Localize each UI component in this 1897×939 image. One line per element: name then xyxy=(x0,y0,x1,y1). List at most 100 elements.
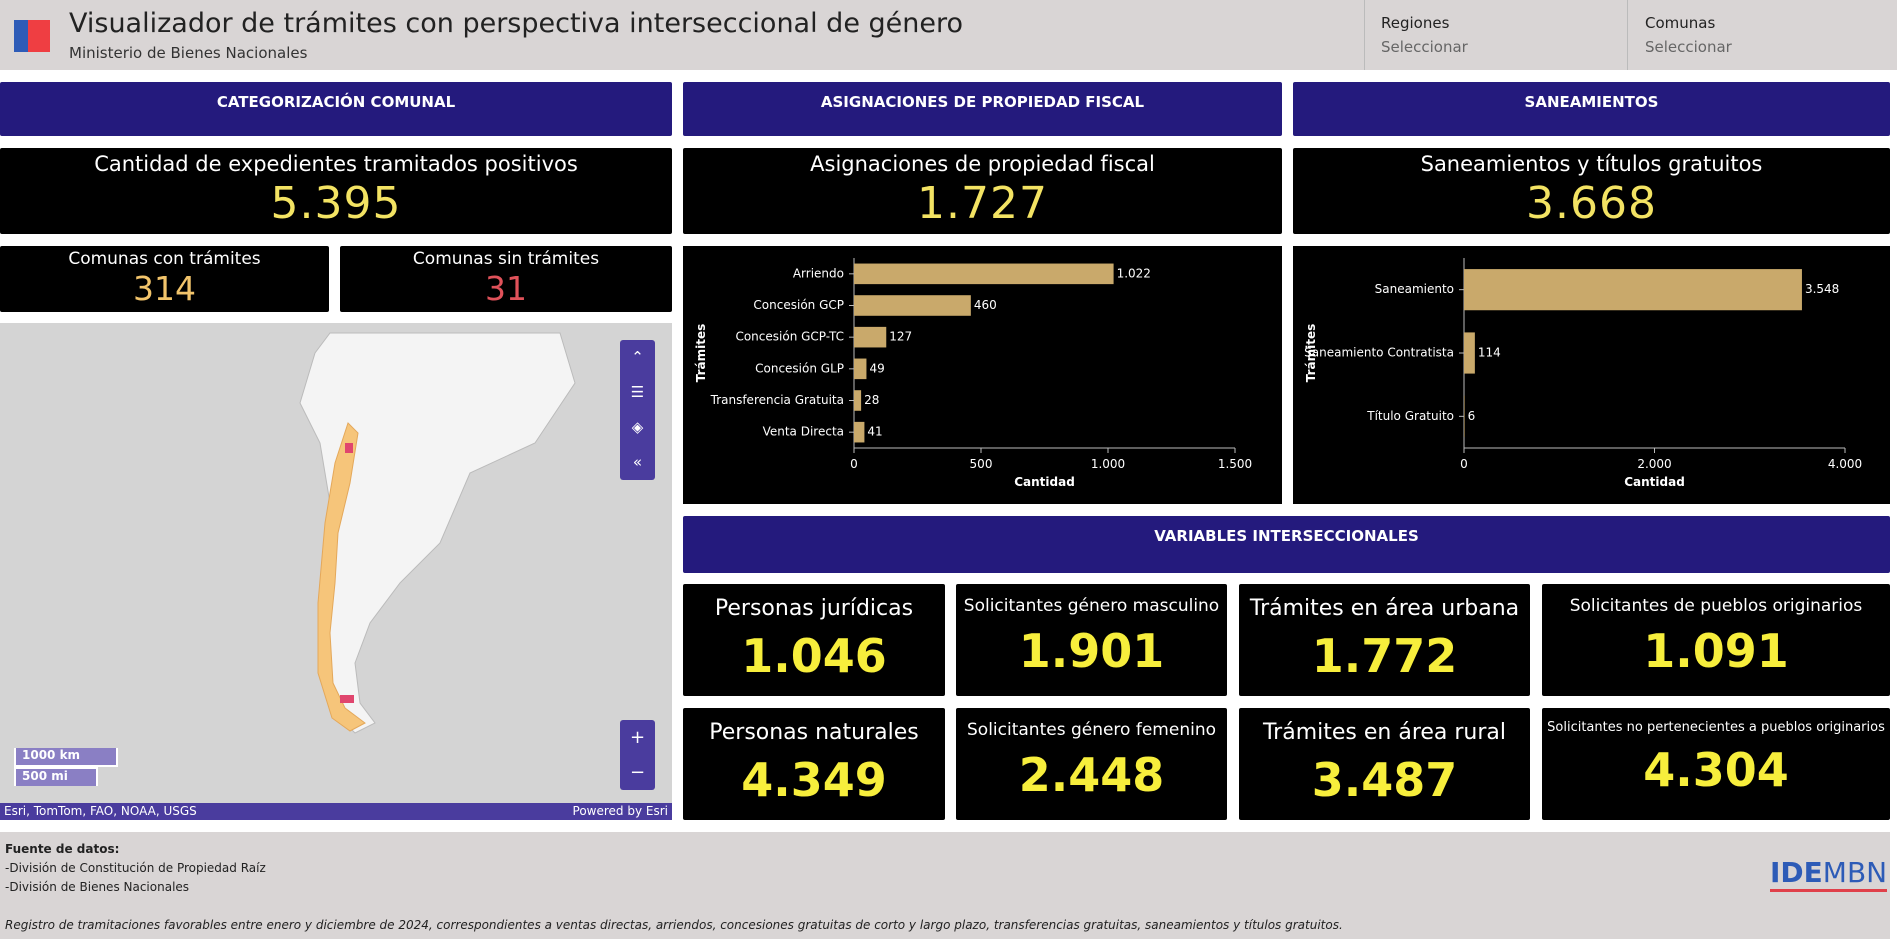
tile: Trámites en área urbana 1.772 xyxy=(1239,584,1530,696)
kpi-value: 1.727 xyxy=(917,178,1048,229)
x-tick-label: 1.500 xyxy=(1218,457,1252,471)
value-label: 41 xyxy=(867,425,882,439)
y-tick-label: Saneamiento xyxy=(1375,282,1454,296)
bar xyxy=(854,421,865,443)
tile-value: 4.304 xyxy=(1643,743,1789,797)
bar xyxy=(854,263,1114,285)
y-tick-label: Concesión GCP-TC xyxy=(735,330,844,344)
tile-label: Solicitantes género femenino xyxy=(967,720,1216,740)
kpi: Asignaciones de propiedad fiscal 1.727 xyxy=(683,148,1282,234)
divider xyxy=(1627,0,1628,70)
kpi-value: 314 xyxy=(133,269,196,308)
kpi-label: Cantidad de expedientes tramitados posit… xyxy=(94,152,578,176)
section-header: ASIGNACIONES DE PROPIEDAD FISCAL xyxy=(683,82,1282,136)
value-label: 3.548 xyxy=(1805,282,1839,296)
tile-label: Solicitantes género masculino xyxy=(963,596,1220,616)
bar xyxy=(854,295,971,316)
logo-part: IDE xyxy=(1770,856,1823,889)
powered-by: Powered by Esri xyxy=(572,804,668,818)
tile: Trámites en área rural 3.487 xyxy=(1239,708,1530,820)
region xyxy=(340,695,354,703)
kpi-label: Saneamientos y títulos gratuitos xyxy=(1420,152,1763,176)
footer-heading: Fuente de datos: xyxy=(5,842,120,856)
footer-source: -División de Bienes Nacionales xyxy=(5,880,190,894)
x-axis-label: Cantidad xyxy=(1624,475,1685,489)
land xyxy=(299,332,576,734)
filter-select[interactable]: Seleccionar xyxy=(1645,38,1732,56)
map[interactable]: ⌃ ☰ ◈ « + − 1000 km 500 mi Esri, TomTom, FAO… xyxy=(0,323,672,820)
kpi: Cantidad de expedientes tramitados posit… xyxy=(0,148,672,234)
logo-part: MBN xyxy=(1822,856,1888,889)
bar xyxy=(1464,332,1475,374)
tile: Personas naturales 4.349 xyxy=(683,708,945,820)
tile: Personas jurídicas 1.046 xyxy=(683,584,945,696)
tile-value: 1.046 xyxy=(741,629,887,683)
x-tick-label: 1.000 xyxy=(1091,457,1125,471)
footer-source: -División de Constitución de Propiedad R… xyxy=(5,861,266,875)
flag xyxy=(14,20,50,52)
value-label: 114 xyxy=(1478,346,1501,360)
y-tick-label: Título Gratuito xyxy=(1366,409,1454,423)
y-tick-label: Concesión GCP xyxy=(753,298,844,312)
value-label: 28 xyxy=(864,393,879,407)
bar xyxy=(1464,269,1802,311)
tile-value: 1.091 xyxy=(1643,624,1789,678)
header: Visualizador de trámites con perspectiva… xyxy=(0,0,1897,70)
chile xyxy=(317,422,366,732)
tile-label: Trámites en área urbana xyxy=(1249,596,1520,621)
map-canvas xyxy=(299,332,576,734)
tile-label: Solicitantes de pueblos originarios xyxy=(1569,596,1863,616)
tile-value: 1.772 xyxy=(1311,629,1458,683)
kpi-label: Comunas con trámites xyxy=(68,249,261,269)
section-header: VARIABLES INTERSECCIONALES xyxy=(683,516,1890,573)
zoom-controls[interactable]: + − xyxy=(620,720,655,790)
value-label: 49 xyxy=(869,361,884,375)
attribution-text: Esri, TomTom, FAO, NOAA, USGS xyxy=(4,804,197,818)
tile-label: Solicitantes no pertenecientes a pueblos… xyxy=(1547,720,1885,735)
tile: Solicitantes de pueblos originarios 1.091 xyxy=(1542,584,1890,696)
x-tick-label: 0 xyxy=(1460,457,1468,471)
y-tick-label: Venta Directa xyxy=(763,425,844,439)
kpi-label: Asignaciones de propiedad fiscal xyxy=(810,152,1155,176)
attribution: Esri, TomTom, FAO, NOAA, USGS Powered by … xyxy=(0,803,672,820)
tile-value: 3.487 xyxy=(1311,753,1458,807)
tile-value: 2.448 xyxy=(1018,748,1165,802)
bar xyxy=(854,390,862,411)
y-tick-label: Transferencia Gratuita xyxy=(710,393,844,407)
kpi-small: Comunas sin trámites 31 xyxy=(340,246,672,312)
scale-bar: 1000 km xyxy=(14,748,118,767)
y-tick-label: Saneamiento Contratista xyxy=(1304,346,1454,360)
kpi-value: 5.395 xyxy=(270,178,402,229)
value-label: 460 xyxy=(974,298,997,312)
value-label: 127 xyxy=(889,330,912,344)
scale-bar: 500 mi xyxy=(14,767,98,786)
tile: Solicitantes género femenino 2.448 xyxy=(956,708,1227,820)
x-tick-label: 0 xyxy=(850,457,858,471)
y-tick-label: Arriendo xyxy=(793,266,844,280)
filter-label: Regiones xyxy=(1381,14,1450,32)
kpi-value: 3.668 xyxy=(1526,178,1657,229)
tile-label: Trámites en área rural xyxy=(1262,720,1507,745)
tile-value: 4.349 xyxy=(741,753,887,807)
title: Visualizador de trámites con perspectiva… xyxy=(69,8,964,39)
kpi: Saneamientos y títulos gratuitos 3.668 xyxy=(1293,148,1890,234)
chart: 0 500 1.000 1.500 Arriendo 1.022 Concesión GCP… xyxy=(683,246,1282,504)
tile-label: Personas naturales xyxy=(709,720,919,745)
x-tick-label: 4.000 xyxy=(1828,457,1862,471)
tile: Solicitantes no pertenecientes a pueblos… xyxy=(1542,708,1890,820)
map-toolbar[interactable]: ⌃ ☰ ◈ « xyxy=(620,340,655,480)
x-tick-label: 2.000 xyxy=(1637,457,1671,471)
region xyxy=(345,443,353,453)
tile-value: 1.901 xyxy=(1018,624,1165,678)
x-axis-label: Cantidad xyxy=(1014,475,1075,489)
divider xyxy=(1364,0,1365,70)
logo: IDEMBN xyxy=(1770,856,1888,892)
kpi-label: Comunas sin trámites xyxy=(412,249,600,269)
x-tick-label: 500 xyxy=(970,457,993,471)
filter-select[interactable]: Seleccionar xyxy=(1381,38,1468,56)
y-axis-label: Trámites xyxy=(1304,324,1318,383)
chart: 0 2.000 4.000 Saneamiento 3.548 Saneamiento C… xyxy=(1293,246,1890,504)
footer-note: Registro de tramitaciones favorables ent… xyxy=(5,918,1343,932)
